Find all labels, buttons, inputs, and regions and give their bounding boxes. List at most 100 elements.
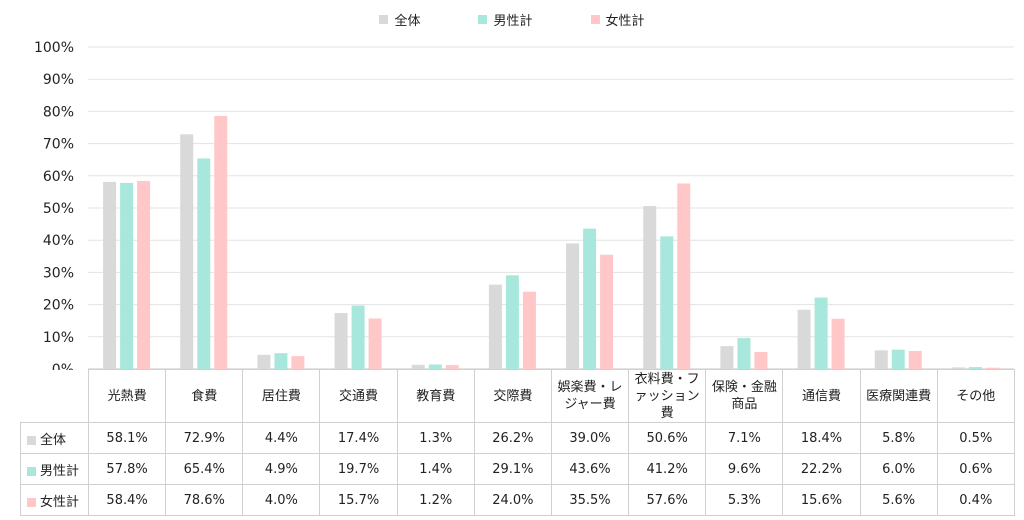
category-label-text: 交際費	[493, 388, 533, 404]
data-cell: 1.4%	[396, 453, 475, 485]
y-tick-label: 100%	[34, 40, 74, 56]
bar	[257, 354, 271, 369]
y-tick-label: 80%	[43, 104, 74, 120]
category-label-text: 娯楽費・レジャー費	[557, 380, 623, 412]
legend-label-male: 男性計	[493, 13, 533, 29]
series-name: 全体	[40, 432, 67, 448]
category-label: 教育費	[396, 369, 475, 423]
legend-swatch-female	[590, 14, 600, 24]
bar	[291, 356, 305, 369]
data-cell: 57.6%	[628, 484, 707, 516]
legend-label-female: 女性計	[605, 13, 645, 29]
data-table: 光熱費 食費 居住費 交通費 教育費 交際費 娯楽費・レジャー費 衣料費・ファッション費 保険・…	[20, 369, 1015, 516]
data-cell: 26.2%	[473, 422, 552, 454]
category-label-text: 保険・金融商品	[711, 380, 777, 412]
data-cell: 19.7%	[319, 453, 398, 485]
category-label: 通信費	[782, 369, 861, 423]
data-cell: 7.1%	[705, 422, 784, 454]
data-cell: 1.3%	[396, 422, 475, 454]
y-tick-label: 10%	[43, 330, 74, 346]
bar	[445, 365, 459, 369]
legend-swatch-total	[379, 14, 389, 24]
data-cell: 41.2%	[628, 453, 707, 485]
bar	[351, 305, 365, 369]
y-tick-label: 50%	[43, 201, 74, 217]
data-cell: 58.1%	[87, 422, 167, 454]
bar	[908, 350, 922, 369]
bar	[411, 364, 425, 369]
legend-item-male: 男性計	[478, 8, 533, 30]
data-cell: 29.1%	[473, 453, 552, 485]
bar	[660, 236, 674, 369]
legend: 全体 男性計 女性計	[0, 8, 1024, 30]
data-cell: 9.6%	[705, 453, 784, 485]
bar	[505, 275, 519, 369]
category-row: 光熱費 食費 居住費 交通費 教育費 交際費 娯楽費・レジャー費 衣料費・ファッション費 保険・…	[20, 369, 1015, 423]
series-swatch	[27, 435, 36, 445]
data-cell: 35.5%	[550, 484, 630, 516]
series-name: 男性計	[40, 463, 80, 479]
category-label: 娯楽費・レジャー費	[550, 369, 630, 423]
bar-chart: 0% 10% 20% 30% 40% 50% 60% 70% 80% 90% 100%	[34, 40, 1014, 370]
category-label: 居住費	[242, 369, 321, 423]
data-cell: 5.3%	[705, 484, 784, 516]
bar	[583, 228, 597, 369]
category-label: 医療関連費	[859, 369, 938, 423]
data-cell: 18.4%	[782, 422, 861, 454]
data-cell: 0.6%	[936, 453, 1015, 485]
bar	[137, 180, 151, 369]
category-label-text: 交通費	[339, 388, 379, 404]
category-label: 保険・金融商品	[705, 369, 784, 423]
bar	[985, 367, 999, 369]
y-tick-label: 90%	[43, 72, 74, 88]
bar	[891, 349, 905, 369]
y-tick-label: 30%	[43, 265, 74, 281]
data-cell: 1.2%	[396, 484, 475, 516]
data-cell: 24.0%	[473, 484, 552, 516]
bar	[368, 318, 382, 369]
data-cell: 43.6%	[550, 453, 630, 485]
data-cell: 22.2%	[782, 453, 861, 485]
category-label-text: 教育費	[416, 388, 456, 404]
bar	[334, 312, 348, 369]
data-cell: 15.6%	[782, 484, 861, 516]
y-tick-label: 20%	[43, 298, 74, 314]
table-corner	[20, 369, 89, 423]
legend-label-total: 全体	[394, 13, 421, 29]
bar	[754, 351, 768, 369]
bar	[180, 134, 194, 369]
legend-item-female: 女性計	[590, 8, 645, 30]
data-cell: 0.4%	[936, 484, 1015, 516]
bar	[120, 182, 134, 369]
legend-swatch-male	[478, 14, 488, 24]
bar	[677, 183, 691, 369]
bar	[566, 243, 580, 369]
series-swatch	[27, 466, 36, 476]
category-label-text: 食費	[191, 388, 218, 404]
bar	[797, 309, 811, 369]
data-cell: 50.6%	[628, 422, 707, 454]
bar	[274, 353, 288, 369]
data-cell: 78.6%	[165, 484, 244, 516]
category-label: 食費	[165, 369, 244, 423]
data-cell: 65.4%	[165, 453, 244, 485]
category-label-text: 居住費	[261, 388, 301, 404]
bar	[737, 338, 751, 369]
category-label: その他	[936, 369, 1015, 423]
bar	[522, 291, 536, 369]
series-row-label: 全体	[20, 422, 89, 454]
data-cell: 17.4%	[319, 422, 398, 454]
data-cell: 4.4%	[242, 422, 321, 454]
table-row: 男性計 57.8% 65.4% 4.9% 19.7% 1.4% 29.1% 43.6% 41.2…	[20, 453, 1015, 485]
series-swatch	[27, 497, 36, 507]
table-row: 女性計 58.4% 78.6% 4.0% 15.7% 1.2% 24.0% 35.5% 57.6…	[20, 484, 1015, 516]
bar	[488, 284, 502, 369]
bar	[197, 158, 211, 369]
y-tick-label: 60%	[43, 169, 74, 185]
data-cell: 39.0%	[550, 422, 630, 454]
bar	[720, 346, 734, 369]
bar	[814, 297, 828, 369]
table-row: 全体 58.1% 72.9% 4.4% 17.4% 1.3% 26.2% 39.0% 50.6%…	[20, 422, 1015, 454]
data-cell: 4.0%	[242, 484, 321, 516]
y-tick-label: 70%	[43, 137, 74, 153]
